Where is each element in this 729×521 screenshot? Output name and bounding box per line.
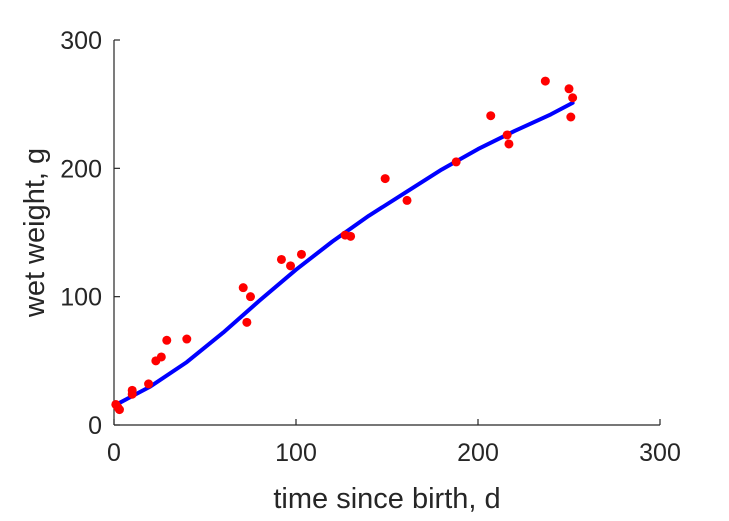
y-tick-label: 0 xyxy=(88,412,102,440)
x-tick-label: 0 xyxy=(107,439,121,467)
y-axis-title: wet weight, g xyxy=(19,148,51,318)
data-point xyxy=(504,139,514,149)
y-tick-label: 200 xyxy=(60,155,102,183)
data-point xyxy=(486,111,496,121)
data-point xyxy=(156,352,166,362)
data-point xyxy=(276,254,286,264)
data-point xyxy=(162,335,172,345)
fit-curve xyxy=(112,100,575,408)
data-point xyxy=(182,334,192,344)
ticks xyxy=(113,39,661,426)
data-point xyxy=(127,389,137,399)
x-tick-label: 300 xyxy=(639,439,681,467)
data-point xyxy=(540,76,550,86)
axes xyxy=(113,40,660,426)
plot-layer xyxy=(111,76,578,415)
data-point xyxy=(144,379,154,389)
x-tick-label: 200 xyxy=(457,439,499,467)
y-tick-label: 100 xyxy=(60,284,102,312)
data-point xyxy=(296,249,306,259)
x-axis-title: time since birth, d xyxy=(273,483,500,515)
y-tick-label: 300 xyxy=(60,27,102,55)
data-point xyxy=(242,317,252,327)
data-point xyxy=(380,174,390,184)
data-point xyxy=(246,292,255,302)
data-point xyxy=(564,84,574,94)
data-point xyxy=(451,157,461,167)
data-point xyxy=(114,405,124,415)
data-point xyxy=(566,112,576,122)
tick-labels: 0 100 200 300 0 100 200 300 xyxy=(60,27,681,467)
data-point xyxy=(402,195,412,205)
data-point xyxy=(286,261,296,271)
data-point xyxy=(346,231,356,241)
x-tick-label: 100 xyxy=(275,439,317,467)
data-point xyxy=(502,130,512,140)
data-point xyxy=(238,283,248,293)
data-point xyxy=(568,93,578,103)
